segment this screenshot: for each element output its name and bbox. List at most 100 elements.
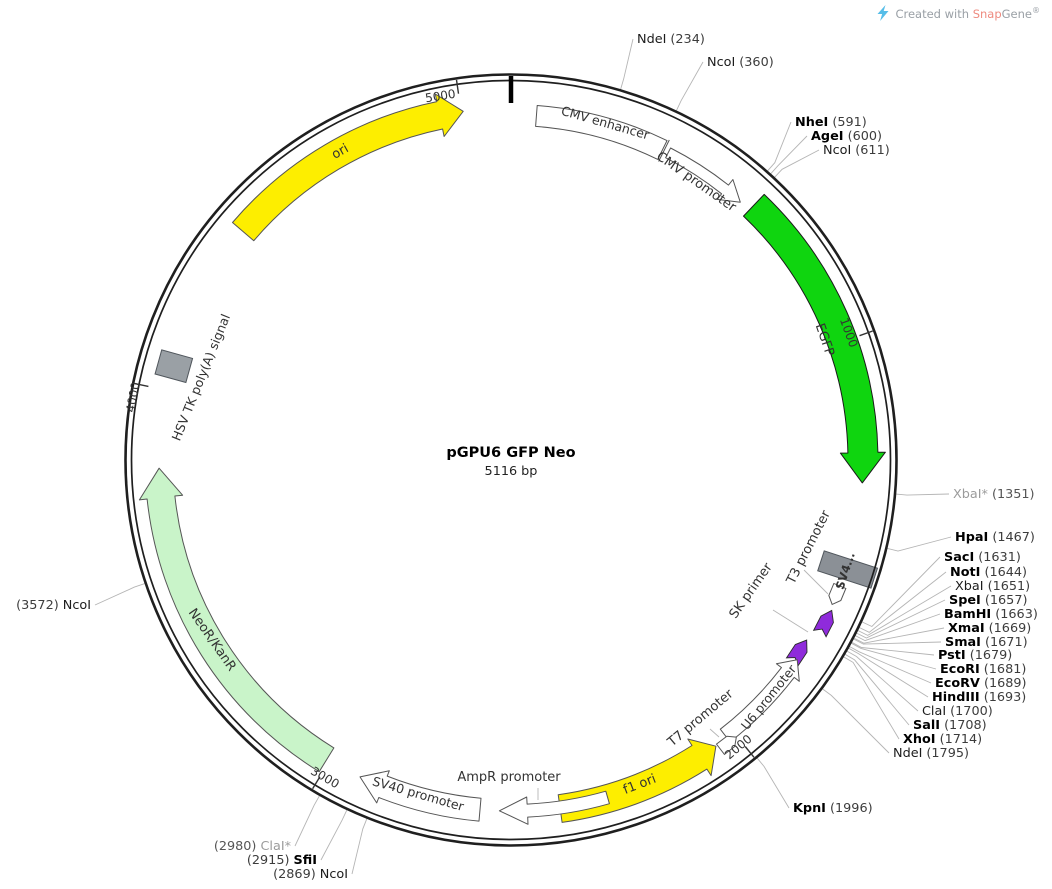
feature-label-ori: ori (329, 141, 351, 162)
site-name: XhoI (903, 732, 936, 747)
site-position: (1669) (985, 621, 1032, 636)
leader-ClaI*-2980 (294, 795, 320, 847)
leader-sk-primer-arrow (772, 609, 809, 633)
tick-label-4000: 4000 (123, 381, 143, 414)
site-name: XbaI* (953, 487, 989, 502)
leader-NdeI-1795 (822, 688, 890, 754)
leader-t7-promoter-arrow (709, 728, 720, 738)
feature-u6-promoter (719, 659, 800, 743)
created-with-snapgene-watermark: Created with SnapGene® (877, 5, 1040, 21)
site-name: HpaI (955, 530, 988, 545)
site-name: SfiI (294, 853, 317, 868)
feature-label-sk-primer-arrow: SK primer (727, 560, 776, 622)
site-position: (1714) (936, 732, 983, 747)
site-label-NdeI-234: NdeI (234) (637, 32, 705, 47)
site-label-SfiI-2915: (2915) SfiI (247, 853, 317, 868)
tick-3000 (312, 776, 321, 790)
site-label-NdeI-1795: NdeI (1795) (893, 746, 969, 761)
feature-primer-arrow-2 (785, 639, 808, 667)
site-position: (611) (851, 143, 889, 158)
site-label-EcoRV-1689: EcoRV (1689) (935, 676, 1027, 691)
feature-sv40-promoter (359, 770, 482, 822)
leader-XhoI-1714 (843, 656, 900, 740)
site-name: HindIII (932, 690, 980, 705)
site-name: PstI (938, 648, 966, 663)
site-position: (1996) (826, 801, 873, 816)
site-label-NheI-591: NheI (591) (795, 115, 867, 130)
site-name: EcoRV (935, 676, 980, 691)
site-label-AgeI-600: AgeI (600) (811, 129, 882, 144)
feature-egfp (743, 193, 886, 484)
site-position: (1689) (980, 676, 1027, 691)
site-label-HpaI-1467: HpaI (1467) (955, 530, 1035, 545)
site-position: (1708) (940, 718, 987, 733)
leader-NotI-1644 (859, 571, 947, 633)
site-name: NdeI (637, 32, 666, 47)
site-position: (2915) (247, 853, 294, 868)
site-name: BamHI (944, 607, 991, 622)
leader-EcoRV-1689 (849, 646, 932, 684)
leader-SacI-1631 (861, 556, 941, 628)
site-name: SalI (913, 718, 940, 733)
site-position: (1467) (988, 530, 1035, 545)
leader-ClaI-1700 (846, 650, 919, 712)
site-position: (1351) (988, 487, 1035, 502)
site-name: SmaI (945, 635, 981, 650)
site-label-SalI-1708: SalI (1708) (913, 718, 987, 733)
leader-NheI-591 (767, 121, 792, 172)
tick-2000 (744, 746, 755, 758)
leader-NcoI-2869 (351, 818, 368, 875)
site-name: SacI (944, 550, 974, 565)
feature-label-t3-promoter-arrow: T3 promoter (783, 507, 834, 587)
site-name: EcoRI (940, 662, 980, 677)
feature-neor-kanr (138, 467, 335, 773)
site-name: NcoI (823, 143, 851, 158)
leader-XbaI*-1351 (895, 493, 950, 496)
leader-PstI-1679 (851, 641, 935, 656)
site-position: (1679) (966, 648, 1013, 663)
feature-hsv-tk-polya-box (154, 349, 194, 384)
leader-XmaI-1669 (853, 627, 945, 644)
leader-KpnI-1996 (756, 757, 790, 809)
leader-XbaI-1651 (857, 585, 952, 636)
site-label-NcoI-611: NcoI (611) (823, 143, 890, 158)
site-position: (3572) (16, 598, 63, 613)
site-name: ClaI* (260, 839, 291, 854)
feature-t7-promoter-arrow (715, 735, 737, 756)
site-label-XmaI-1669: XmaI (1669) (948, 621, 1031, 636)
site-name: NcoI (707, 55, 735, 70)
leader-EcoRI-1681 (851, 642, 937, 670)
site-position: (1651) (984, 579, 1031, 594)
site-label-HindIII-1693: HindIII (1693) (932, 690, 1026, 705)
site-position: (2980) (214, 839, 261, 854)
tick-4000 (134, 382, 149, 388)
site-name: NcoI (63, 598, 91, 613)
site-label-NotI-1644: NotI (1644) (950, 565, 1027, 580)
site-label-NcoI-3572: (3572) NcoI (16, 598, 91, 613)
site-label-ClaI-1700: ClaI (1700) (922, 704, 993, 719)
plasmid-name: pGPU6 GFP Neo (446, 445, 575, 461)
site-label-SacI-1631: SacI (1631) (944, 550, 1021, 565)
site-name: XmaI (948, 621, 985, 636)
leader-NdeI-234 (620, 38, 634, 90)
site-position: (1631) (974, 550, 1021, 565)
leader-SpeI-1657 (856, 599, 946, 639)
site-label-KpnI-1996: KpnI (1996) (793, 801, 873, 816)
leader-t3-promoter-arrow (803, 569, 829, 595)
brand-gene: Gene (1001, 6, 1032, 21)
tick-5000 (455, 79, 460, 94)
feature-sv40-box (817, 550, 879, 589)
feature-sk-primer-arrow (812, 609, 834, 638)
site-position: (1700) (946, 704, 993, 719)
feature-label-ampr-promoter: AmpR promoter (457, 770, 561, 785)
site-label-EcoRI-1681: EcoRI (1681) (940, 662, 1026, 677)
site-position: (1663) (991, 607, 1038, 622)
brand-snap: Snap (972, 6, 1002, 21)
site-position: (1681) (980, 662, 1027, 677)
snapgene-bolt-icon (877, 5, 889, 21)
feature-cmv-promoter (665, 147, 741, 203)
site-name: ClaI (922, 704, 946, 719)
feature-cmv-enhancer (535, 105, 668, 160)
